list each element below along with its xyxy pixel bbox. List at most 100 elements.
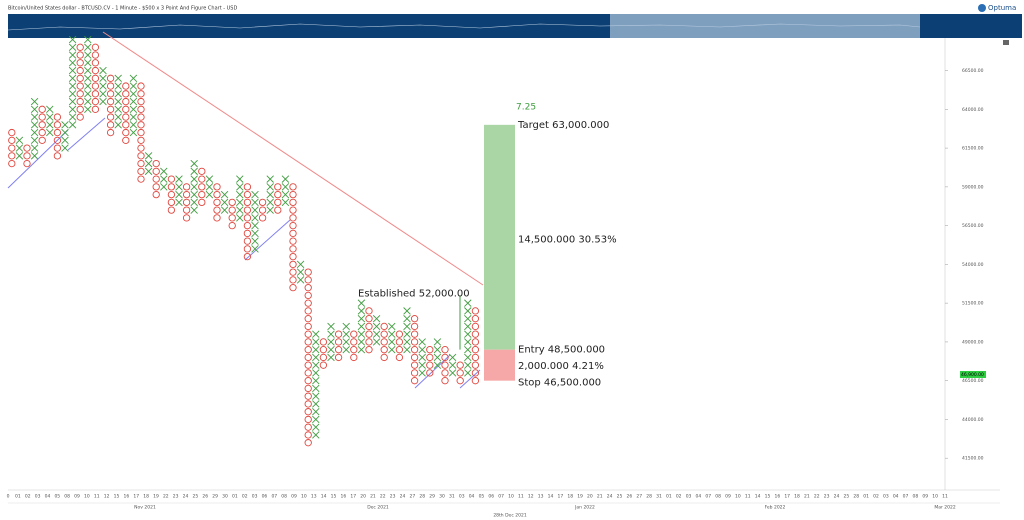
x-stroke <box>388 322 396 331</box>
x-box <box>312 431 320 439</box>
x-box <box>266 190 274 199</box>
o-box <box>122 121 130 129</box>
x-box <box>403 330 411 338</box>
x-stroke <box>236 183 244 191</box>
x-stroke <box>236 214 244 222</box>
x-tick-label: 28 <box>646 494 652 500</box>
x-box <box>464 299 472 307</box>
o-box <box>91 105 100 113</box>
x-tick-label: 06 <box>262 494 268 500</box>
o-column <box>23 144 31 168</box>
o-box <box>471 315 480 323</box>
o-column <box>243 183 252 261</box>
x-box <box>114 74 122 83</box>
x-column <box>68 35 77 129</box>
o-box <box>304 361 312 369</box>
o-box <box>53 121 62 129</box>
o-column <box>106 74 115 137</box>
o-box <box>137 90 145 98</box>
x-stroke <box>68 74 77 83</box>
x-box <box>68 113 77 121</box>
o-column <box>426 346 434 377</box>
x-stroke <box>84 59 92 67</box>
x-stroke <box>175 183 183 191</box>
x-tick-label: 02 <box>676 494 682 500</box>
o-box <box>289 252 297 261</box>
x-column <box>190 159 198 214</box>
x-tick-label: 08 <box>64 494 70 500</box>
stop-label: Stop 46,500.000 <box>518 378 601 389</box>
o-box <box>243 183 252 191</box>
x-stroke <box>68 105 77 114</box>
o-box <box>304 377 312 385</box>
x-stroke <box>68 59 77 67</box>
o-column <box>304 268 312 447</box>
logo-box <box>974 2 1022 14</box>
x-stroke <box>433 338 442 346</box>
x-tick-label: 24 <box>834 494 840 500</box>
o-box <box>380 330 388 338</box>
x-stroke <box>433 353 442 362</box>
x-stroke <box>388 330 396 338</box>
x-box <box>464 353 472 362</box>
o-box <box>91 59 100 67</box>
o-box <box>380 353 388 362</box>
x-tick-label: 21 <box>804 494 810 500</box>
x-box <box>114 82 122 90</box>
o-box <box>441 377 449 385</box>
x-stroke <box>312 392 320 400</box>
lock-icon <box>1003 40 1009 45</box>
o-box <box>365 315 373 323</box>
o-box <box>471 346 480 354</box>
x-stroke <box>220 206 229 214</box>
x-box <box>68 43 77 52</box>
x-stroke <box>175 190 183 199</box>
support-line <box>459 369 481 389</box>
o-box <box>304 415 312 424</box>
o-box <box>76 82 84 90</box>
o-box <box>274 183 282 191</box>
x-stroke <box>61 136 69 145</box>
x-tick-label: 10 <box>84 494 90 500</box>
x-tick-label: 01 <box>863 494 869 500</box>
x-stroke <box>144 152 153 160</box>
x-box <box>84 97 92 106</box>
o-box <box>243 237 252 245</box>
x-tick-label: 23 <box>824 494 830 500</box>
x-stroke <box>114 105 122 114</box>
x-box <box>388 345 396 354</box>
o-box <box>426 353 434 362</box>
x-box <box>266 175 274 183</box>
o-box <box>137 113 145 121</box>
x-box <box>464 338 472 346</box>
o-box <box>213 183 221 191</box>
o-box <box>198 167 206 176</box>
x-column <box>220 190 229 214</box>
x-box <box>403 322 411 331</box>
x-box <box>448 369 457 377</box>
x-stroke <box>372 314 381 323</box>
x-tick-label: 22 <box>380 494 386 500</box>
x-stroke <box>464 330 472 338</box>
x-stroke <box>15 136 24 145</box>
o-box <box>8 152 16 160</box>
x-tick-label: 01 <box>15 494 21 500</box>
o-box <box>167 198 176 207</box>
y-tick-label: 46500.00 <box>962 378 984 384</box>
o-column <box>289 183 297 292</box>
o-box <box>304 353 312 362</box>
x-stroke <box>30 97 39 106</box>
x-box <box>312 376 320 385</box>
o-box <box>289 276 297 284</box>
o-box <box>243 198 252 207</box>
x-stroke <box>129 113 138 121</box>
x-box <box>190 190 198 199</box>
o-column <box>350 330 358 362</box>
o-box <box>319 353 328 362</box>
x-tick-label: 26 <box>627 494 633 500</box>
o-box <box>76 113 84 121</box>
x-stroke <box>312 400 320 408</box>
o-box <box>23 159 31 168</box>
o-column <box>380 322 388 362</box>
o-box <box>456 361 464 369</box>
